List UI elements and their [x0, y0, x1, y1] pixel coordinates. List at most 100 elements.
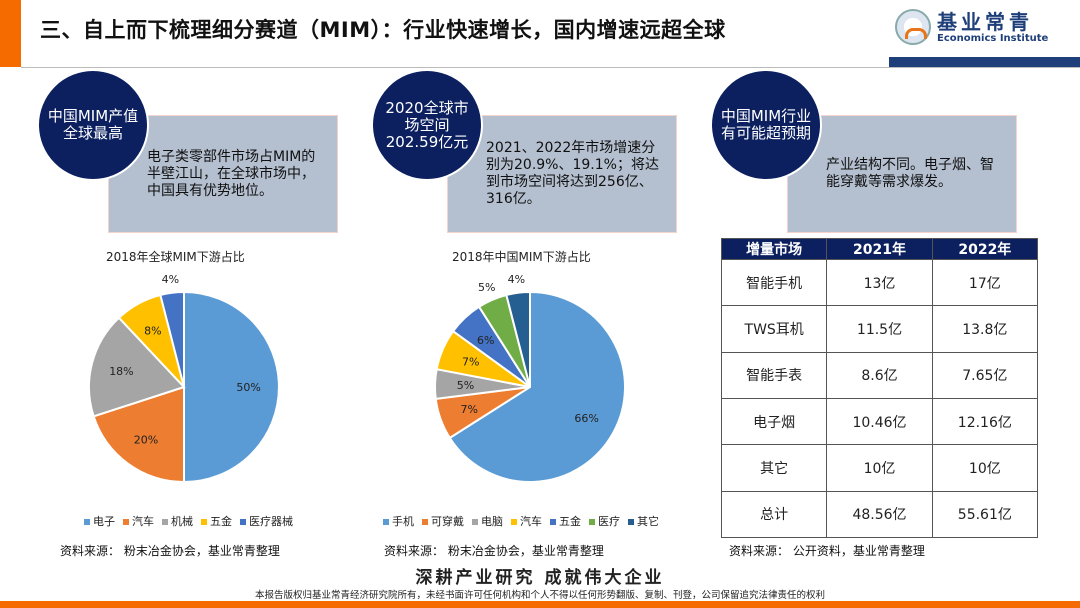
source-note: 资料来源： 粉末冶金协会，基业常青整理: [60, 544, 280, 558]
data-label: 6%: [477, 334, 494, 347]
legend-label: 机械: [171, 515, 193, 528]
legend-label: 电子: [93, 515, 115, 528]
legend-swatch-icon: [383, 519, 389, 525]
logo-cn: 基业常青: [937, 9, 1033, 34]
legend-swatch-icon: [550, 519, 556, 525]
legend-swatch-icon: [472, 519, 478, 525]
table-cell: 8.6亿: [826, 351, 933, 399]
table-cell: 10.46亿: [826, 397, 933, 446]
legend-swatch-icon: [240, 519, 246, 525]
legend-label: 可穿戴: [431, 515, 464, 528]
legend-item: 五金: [550, 513, 581, 529]
logo-en: Economics Institute: [937, 32, 1049, 44]
pie-slice: [159, 290, 185, 388]
highlight-box: 产业结构不同。电子烟、智能穿戴等需求爆发。: [787, 115, 1017, 233]
highlight-box: 2021、2022年市场增速分别为20.9%、19.1%；将达到市场空间将达到2…: [447, 115, 677, 233]
legend-label: 汽车: [520, 515, 542, 528]
table-cell: 智能手表: [720, 351, 828, 399]
data-label: 20%: [134, 433, 158, 446]
data-label: 5%: [457, 379, 474, 392]
data-label: 8%: [144, 324, 161, 337]
table-row: 电子烟 10.46亿 12.16亿: [720, 397, 1039, 446]
data-label: 4%: [162, 273, 179, 286]
logo: 基业常青 Economics Institute: [895, 9, 1048, 45]
data-label: 5%: [478, 281, 495, 294]
source-note: 资料来源： 粉末冶金协会，基业常青整理: [384, 544, 604, 558]
table-cell: 13亿: [826, 258, 933, 307]
legend-label: 医疗器械: [249, 515, 293, 528]
legend-swatch-icon: [628, 519, 634, 525]
page-title: 三、自上而下梳理细分赛道（MIM）：行业快速增长，国内增速远超全球: [40, 18, 726, 42]
table-row: 智能手机 13亿 17亿: [720, 258, 1039, 307]
table-row: 其它 10亿 10亿: [720, 444, 1039, 492]
footer-bar: [0, 601, 1080, 608]
highlight-circle: 中国MIM产值全球最高: [37, 69, 149, 181]
pie-slice: [92, 385, 185, 484]
legend-swatch-icon: [589, 519, 595, 525]
slogan: 深耕产业研究 成就伟大企业: [415, 568, 665, 588]
data-label: 7%: [460, 403, 477, 416]
data-label: 7%: [462, 355, 479, 368]
table-cell: 17亿: [931, 258, 1039, 307]
table-row: 智能手表 8.6亿 7.65亿: [720, 351, 1039, 399]
data-label: 50%: [236, 381, 260, 394]
pie-slice: [183, 290, 280, 484]
market-table: 增量市场 2021年 2022年 智能手机 13亿 17亿 TWS耳机 11.5亿 13.…: [720, 238, 1039, 539]
table-row: 总计 48.56亿 55.61亿: [720, 490, 1039, 539]
chart-title: 2018年全球MIM下游占比: [106, 250, 245, 264]
chart-title: 2018年中国MIM下游占比: [452, 250, 591, 264]
table-cell: 总计: [720, 490, 828, 539]
legend-label: 电脑: [481, 515, 503, 528]
legend-item: 电脑: [472, 513, 503, 529]
table-cell: 13.8亿: [931, 305, 1039, 353]
legend-label: 医疗: [598, 515, 620, 528]
table-cell: 电子烟: [720, 397, 828, 446]
table-header-row: 增量市场 2021年 2022年: [720, 238, 1039, 260]
table-cell: TWS耳机: [720, 305, 828, 353]
divider: [21, 67, 1080, 68]
chart-legend: 电子 汽车 机械 五金 医疗器械: [84, 513, 293, 529]
logo-seal-icon: [895, 9, 931, 45]
legend-item: 机械: [162, 513, 193, 529]
legend-swatch-icon: [162, 519, 168, 525]
table-cell: 智能手机: [720, 258, 828, 307]
table-row: TWS耳机 11.5亿 13.8亿: [720, 305, 1039, 353]
accent-bar: [0, 0, 21, 67]
legend-item: 汽车: [511, 513, 542, 529]
table-cell: 10亿: [826, 444, 933, 492]
pie-slice: [448, 290, 626, 483]
legend-item: 其它: [628, 513, 659, 529]
table-cell: 55.61亿: [931, 490, 1039, 539]
copyright-note: 本报告版权归基业常青经济研究院所有，未经书面许可任何机构和个人不得以任何形势翻版…: [254, 590, 825, 601]
pie-slice: [88, 316, 186, 418]
legend-label: 五金: [559, 515, 581, 528]
data-label: 4%: [508, 273, 525, 286]
legend-swatch-icon: [84, 519, 90, 525]
legend-label: 手机: [392, 515, 414, 528]
legend-swatch-icon: [201, 519, 207, 525]
table-cell: 其它: [720, 444, 828, 492]
legend-label: 其它: [637, 515, 659, 528]
column-header: 2021年: [826, 238, 933, 260]
legend-swatch-icon: [123, 519, 129, 525]
legend-item: 可穿戴: [422, 513, 464, 529]
legend-swatch-icon: [422, 519, 428, 525]
table-cell: 7.65亿: [931, 351, 1039, 399]
data-label: 66%: [574, 412, 598, 425]
legend-label: 五金: [210, 515, 232, 528]
pie-slice: [505, 290, 531, 388]
data-label: 18%: [109, 365, 133, 378]
pie-charts: 50% 20% 18% 8% 4% 66% 7% 5% 7% 6% 5% 4%: [88, 273, 626, 484]
header-bar: [889, 57, 1080, 67]
highlight-circle: 中国MIM行业有可能超预期: [710, 69, 822, 181]
source-note: 资料来源： 公开资料，基业常青整理: [729, 544, 925, 558]
legend-item: 医疗: [589, 513, 620, 529]
legend-label: 汽车: [132, 515, 154, 528]
legend-item: 汽车: [123, 513, 154, 529]
column-header: 2022年: [931, 238, 1039, 260]
legend-item: 医疗器械: [240, 513, 293, 529]
legend-item: 手机: [383, 513, 414, 529]
highlight-circle: 2020全球市场空间202.59亿元: [371, 69, 483, 181]
table-cell: 11.5亿: [826, 305, 933, 353]
legend-item: 五金: [201, 513, 232, 529]
